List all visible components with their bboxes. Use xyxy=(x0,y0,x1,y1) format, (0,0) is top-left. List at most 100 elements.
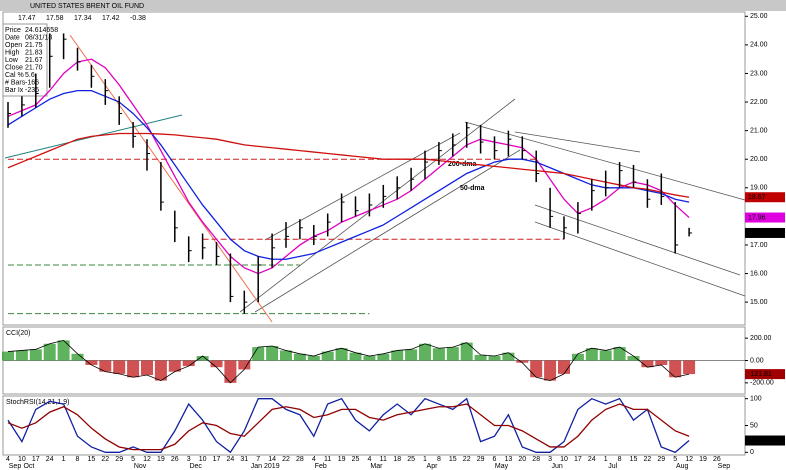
x-tick-label: 28 xyxy=(296,456,304,463)
info-value: 24.614658 xyxy=(25,27,58,34)
cci-line xyxy=(7,339,690,384)
tag-label: 17.96 xyxy=(748,214,766,221)
x-tick-label: 4 xyxy=(367,456,371,463)
x-tick-label: 26 xyxy=(713,456,721,463)
cci-bar xyxy=(516,360,529,363)
tag xyxy=(745,369,785,380)
x-tick-label: 22 xyxy=(101,456,109,463)
x-tick-label: 3 xyxy=(548,456,552,463)
month-label: Apr xyxy=(427,463,439,470)
y-tick-label: 0 xyxy=(750,449,754,456)
x-tick-label: 1 xyxy=(604,456,608,463)
moving-average xyxy=(7,132,690,198)
y-tick-label: 50 xyxy=(750,422,758,429)
annotation: 50-dma xyxy=(460,185,485,192)
y-tick-label: 17.00 xyxy=(750,242,768,249)
cci-bar xyxy=(210,360,223,368)
x-tick-label: 31 xyxy=(240,456,248,463)
cci-bar xyxy=(224,360,237,383)
cci-bar xyxy=(571,353,584,361)
cci-bar xyxy=(57,340,70,361)
x-tick-label: 14 xyxy=(268,456,276,463)
cci-bar xyxy=(2,351,14,361)
y-tick-label: 22.00 xyxy=(750,99,768,106)
info-label: # Bars xyxy=(5,79,26,86)
tag xyxy=(745,435,785,446)
x-tick-label: 17 xyxy=(213,456,221,463)
x-tick-label: 20 xyxy=(518,456,526,463)
month-label: Sep xyxy=(9,463,22,470)
x-tick-label: 18 xyxy=(393,456,401,463)
x-tick-label: 5 xyxy=(673,456,677,463)
trendlines xyxy=(239,98,746,313)
month-label: Feb xyxy=(315,463,327,470)
x-tick-label: 8 xyxy=(76,456,80,463)
x-tick-label: 8 xyxy=(437,456,441,463)
cci-bar xyxy=(252,347,265,361)
info-label: Low xyxy=(5,57,19,64)
cci-bar xyxy=(196,356,209,361)
month-label: Jul xyxy=(608,463,617,470)
info-label: Price xyxy=(5,27,21,34)
month-label: Aug xyxy=(676,463,689,470)
cci-bar xyxy=(127,360,140,378)
stoch-line xyxy=(7,403,690,451)
cci-bar xyxy=(446,347,459,361)
cci-bar xyxy=(280,350,292,361)
y-tick-label: 19.00 xyxy=(750,185,768,192)
cci-bar xyxy=(502,352,515,361)
x-tick-label: 26 xyxy=(171,456,179,463)
tag-label: 21.99 xyxy=(748,437,766,444)
cci-bar xyxy=(335,348,348,361)
x-tick-label: 15 xyxy=(630,456,638,463)
month-label: Dec xyxy=(189,463,202,470)
quote: 17.34 xyxy=(74,15,92,22)
y-tick-label: -200.00 xyxy=(750,380,774,387)
x-tick-label: 10 xyxy=(199,456,207,463)
tag-label: -121.81 xyxy=(748,371,772,378)
x-tick-label: 24 xyxy=(227,456,235,463)
x-tick-label: 11 xyxy=(324,456,331,463)
info-value: -236 xyxy=(25,87,39,94)
cci-bar xyxy=(460,342,473,361)
x-tick-label: 12 xyxy=(143,456,151,463)
x-tick-label: 4 xyxy=(6,456,10,463)
x-tick-label: 13 xyxy=(505,456,513,463)
x-tick-label: 17 xyxy=(32,456,40,463)
x-tick-label: 25 xyxy=(407,456,415,463)
month-label: Nov xyxy=(134,463,147,470)
y-tick-label: 20.00 xyxy=(750,156,768,163)
cci-bar xyxy=(238,360,251,370)
cci-bar xyxy=(599,350,612,361)
tag xyxy=(745,227,785,238)
toolbar xyxy=(0,0,786,11)
x-tick-label: 1 xyxy=(62,456,66,463)
info-value: 5.6 xyxy=(25,72,35,79)
moving-average xyxy=(7,89,690,260)
x-tick-label: 29 xyxy=(477,456,485,463)
y-tick-label: 25.00 xyxy=(750,13,768,20)
info-label: Cal % xyxy=(5,72,24,79)
cci-bar xyxy=(363,356,376,361)
x-tick-label: 29 xyxy=(657,456,665,463)
annotation: 200-dma xyxy=(448,161,477,168)
month-label: Mar xyxy=(370,463,383,470)
cci-bar xyxy=(488,356,501,361)
cci-bar xyxy=(29,349,42,361)
quote: 17.47 xyxy=(18,15,36,22)
x-tick-label: 12 xyxy=(685,456,693,463)
info-value: 21.75 xyxy=(25,42,43,49)
x-tick-label: 6 xyxy=(493,456,497,463)
quote: -0.38 xyxy=(130,15,146,22)
panel-title: StochRSI(14,21,1,9) xyxy=(6,399,69,406)
title: UNITED STATES BRENT OIL FUND xyxy=(30,3,144,10)
x-tick-label: 25 xyxy=(352,456,360,463)
cci-bar xyxy=(321,351,334,361)
info-value: 21.67 xyxy=(25,57,43,64)
cci-bar xyxy=(154,360,167,381)
cci-bar xyxy=(613,347,626,361)
y-tick-label: 24.00 xyxy=(750,42,768,49)
cci-bar xyxy=(141,360,153,376)
x-tick-label: 22 xyxy=(644,456,652,463)
cci-bar xyxy=(683,360,696,375)
